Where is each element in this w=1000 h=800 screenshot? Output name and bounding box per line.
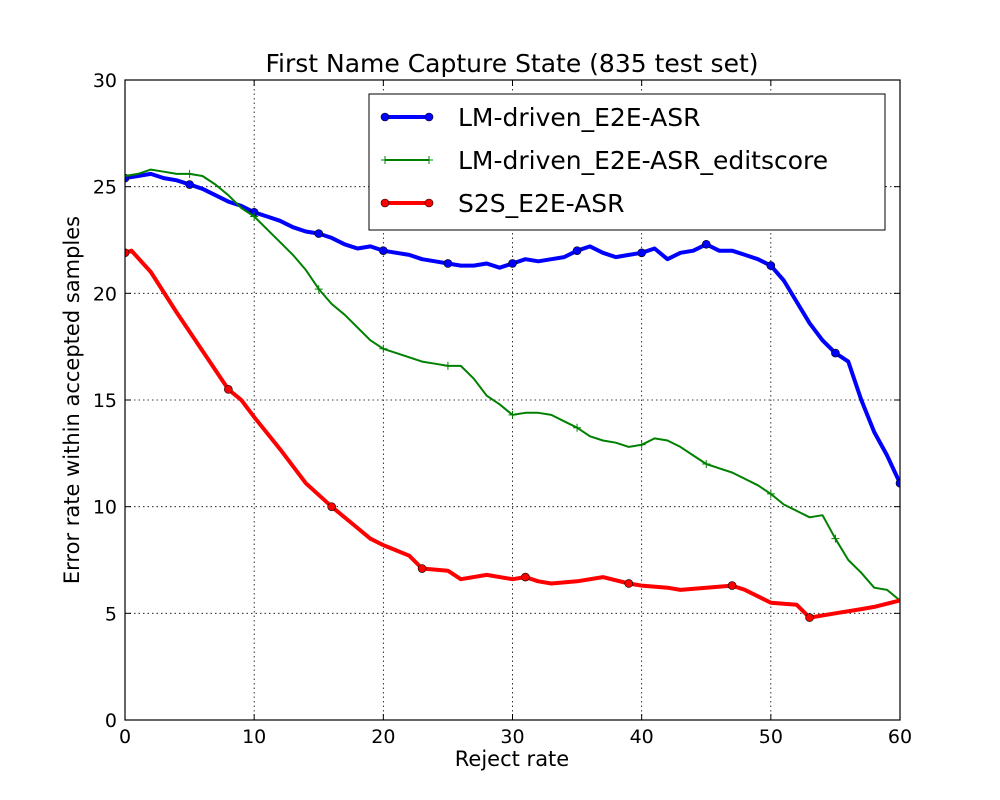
series-3: [125, 248, 900, 622]
legend-marker: [380, 198, 390, 208]
x-tick-label: 20: [371, 726, 395, 748]
data-point: [895, 478, 900, 488]
series-group: [125, 168, 900, 622]
data-point: [314, 229, 324, 238]
data-point: [702, 460, 711, 468]
legend-entry: S2S_E2E-ASR: [380, 189, 624, 218]
y-tick-label: 0: [105, 710, 117, 732]
x-axis-label: Reject rate: [455, 747, 569, 771]
y-tick-label: 30: [93, 70, 117, 92]
y-axis-label: Error rate within accepted samples: [60, 216, 84, 584]
x-tick-label: 10: [242, 726, 266, 748]
y-tick-label: 15: [93, 390, 117, 412]
data-point: [766, 261, 776, 270]
data-point: [766, 489, 775, 498]
data-point: [831, 348, 840, 358]
series-line: [125, 248, 900, 620]
x-tick-label: 40: [630, 726, 654, 748]
data-point: [185, 169, 194, 178]
legend-marker: [424, 112, 434, 122]
data-point: [443, 259, 453, 268]
legend-marker: [424, 198, 434, 208]
legend-marker: [381, 156, 389, 164]
data-point: [624, 579, 634, 588]
data-point: [572, 246, 582, 255]
data-point: [379, 246, 388, 255]
y-tick-label: 25: [93, 177, 117, 199]
legend-label: LM-driven_E2E-ASR_editscore: [458, 146, 828, 175]
data-point: [701, 239, 711, 249]
data-point: [727, 581, 737, 590]
legend: LM-driven_E2E-ASR LM-driven_E2E-ASR_edits…: [368, 93, 886, 231]
data-point: [508, 410, 517, 419]
legend-entry: LM-driven_E2E-ASR_editscore: [381, 146, 828, 175]
legend-marker: [380, 112, 390, 122]
data-point: [250, 212, 259, 221]
legend-label: S2S_E2E-ASR: [458, 189, 624, 218]
legend-label: LM-driven_E2E-ASR: [458, 103, 700, 132]
x-tick-label: 60: [888, 726, 912, 748]
legend-entry: LM-driven_E2E-ASR: [380, 103, 700, 132]
y-tick-label: 20: [93, 283, 117, 305]
x-tick-label: 50: [759, 726, 783, 748]
data-point: [125, 172, 129, 180]
data-point: [185, 180, 194, 189]
legend-box: [368, 93, 886, 231]
data-point: [831, 534, 840, 543]
data-point: [314, 285, 323, 294]
data-point: [224, 385, 233, 394]
y-tick-label: 5: [105, 603, 117, 625]
data-point: [327, 502, 336, 511]
ticks: 0 10 20 30 40 50 60 0 5 10 15 20 25 30: [93, 70, 912, 748]
x-tick-label: 0: [119, 726, 131, 748]
data-point: [443, 361, 452, 370]
data-point: [637, 440, 646, 449]
data-point: [805, 613, 814, 622]
data-point: [417, 564, 427, 573]
data-point: [379, 344, 388, 353]
data-point: [521, 572, 530, 582]
data-point: [125, 248, 130, 258]
y-tick-label: 10: [93, 497, 117, 519]
data-point: [637, 248, 646, 258]
data-point: [573, 423, 582, 432]
chart-title: First Name Capture State (835 test set): [265, 49, 758, 78]
data-point: [508, 259, 517, 268]
legend-marker: [425, 156, 433, 164]
x-tick-label: 30: [500, 726, 524, 748]
